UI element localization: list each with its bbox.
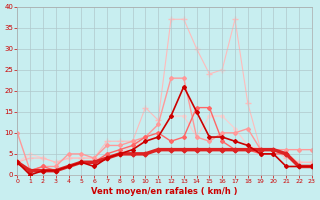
X-axis label: Vent moyen/en rafales ( km/h ): Vent moyen/en rafales ( km/h ) bbox=[91, 187, 238, 196]
